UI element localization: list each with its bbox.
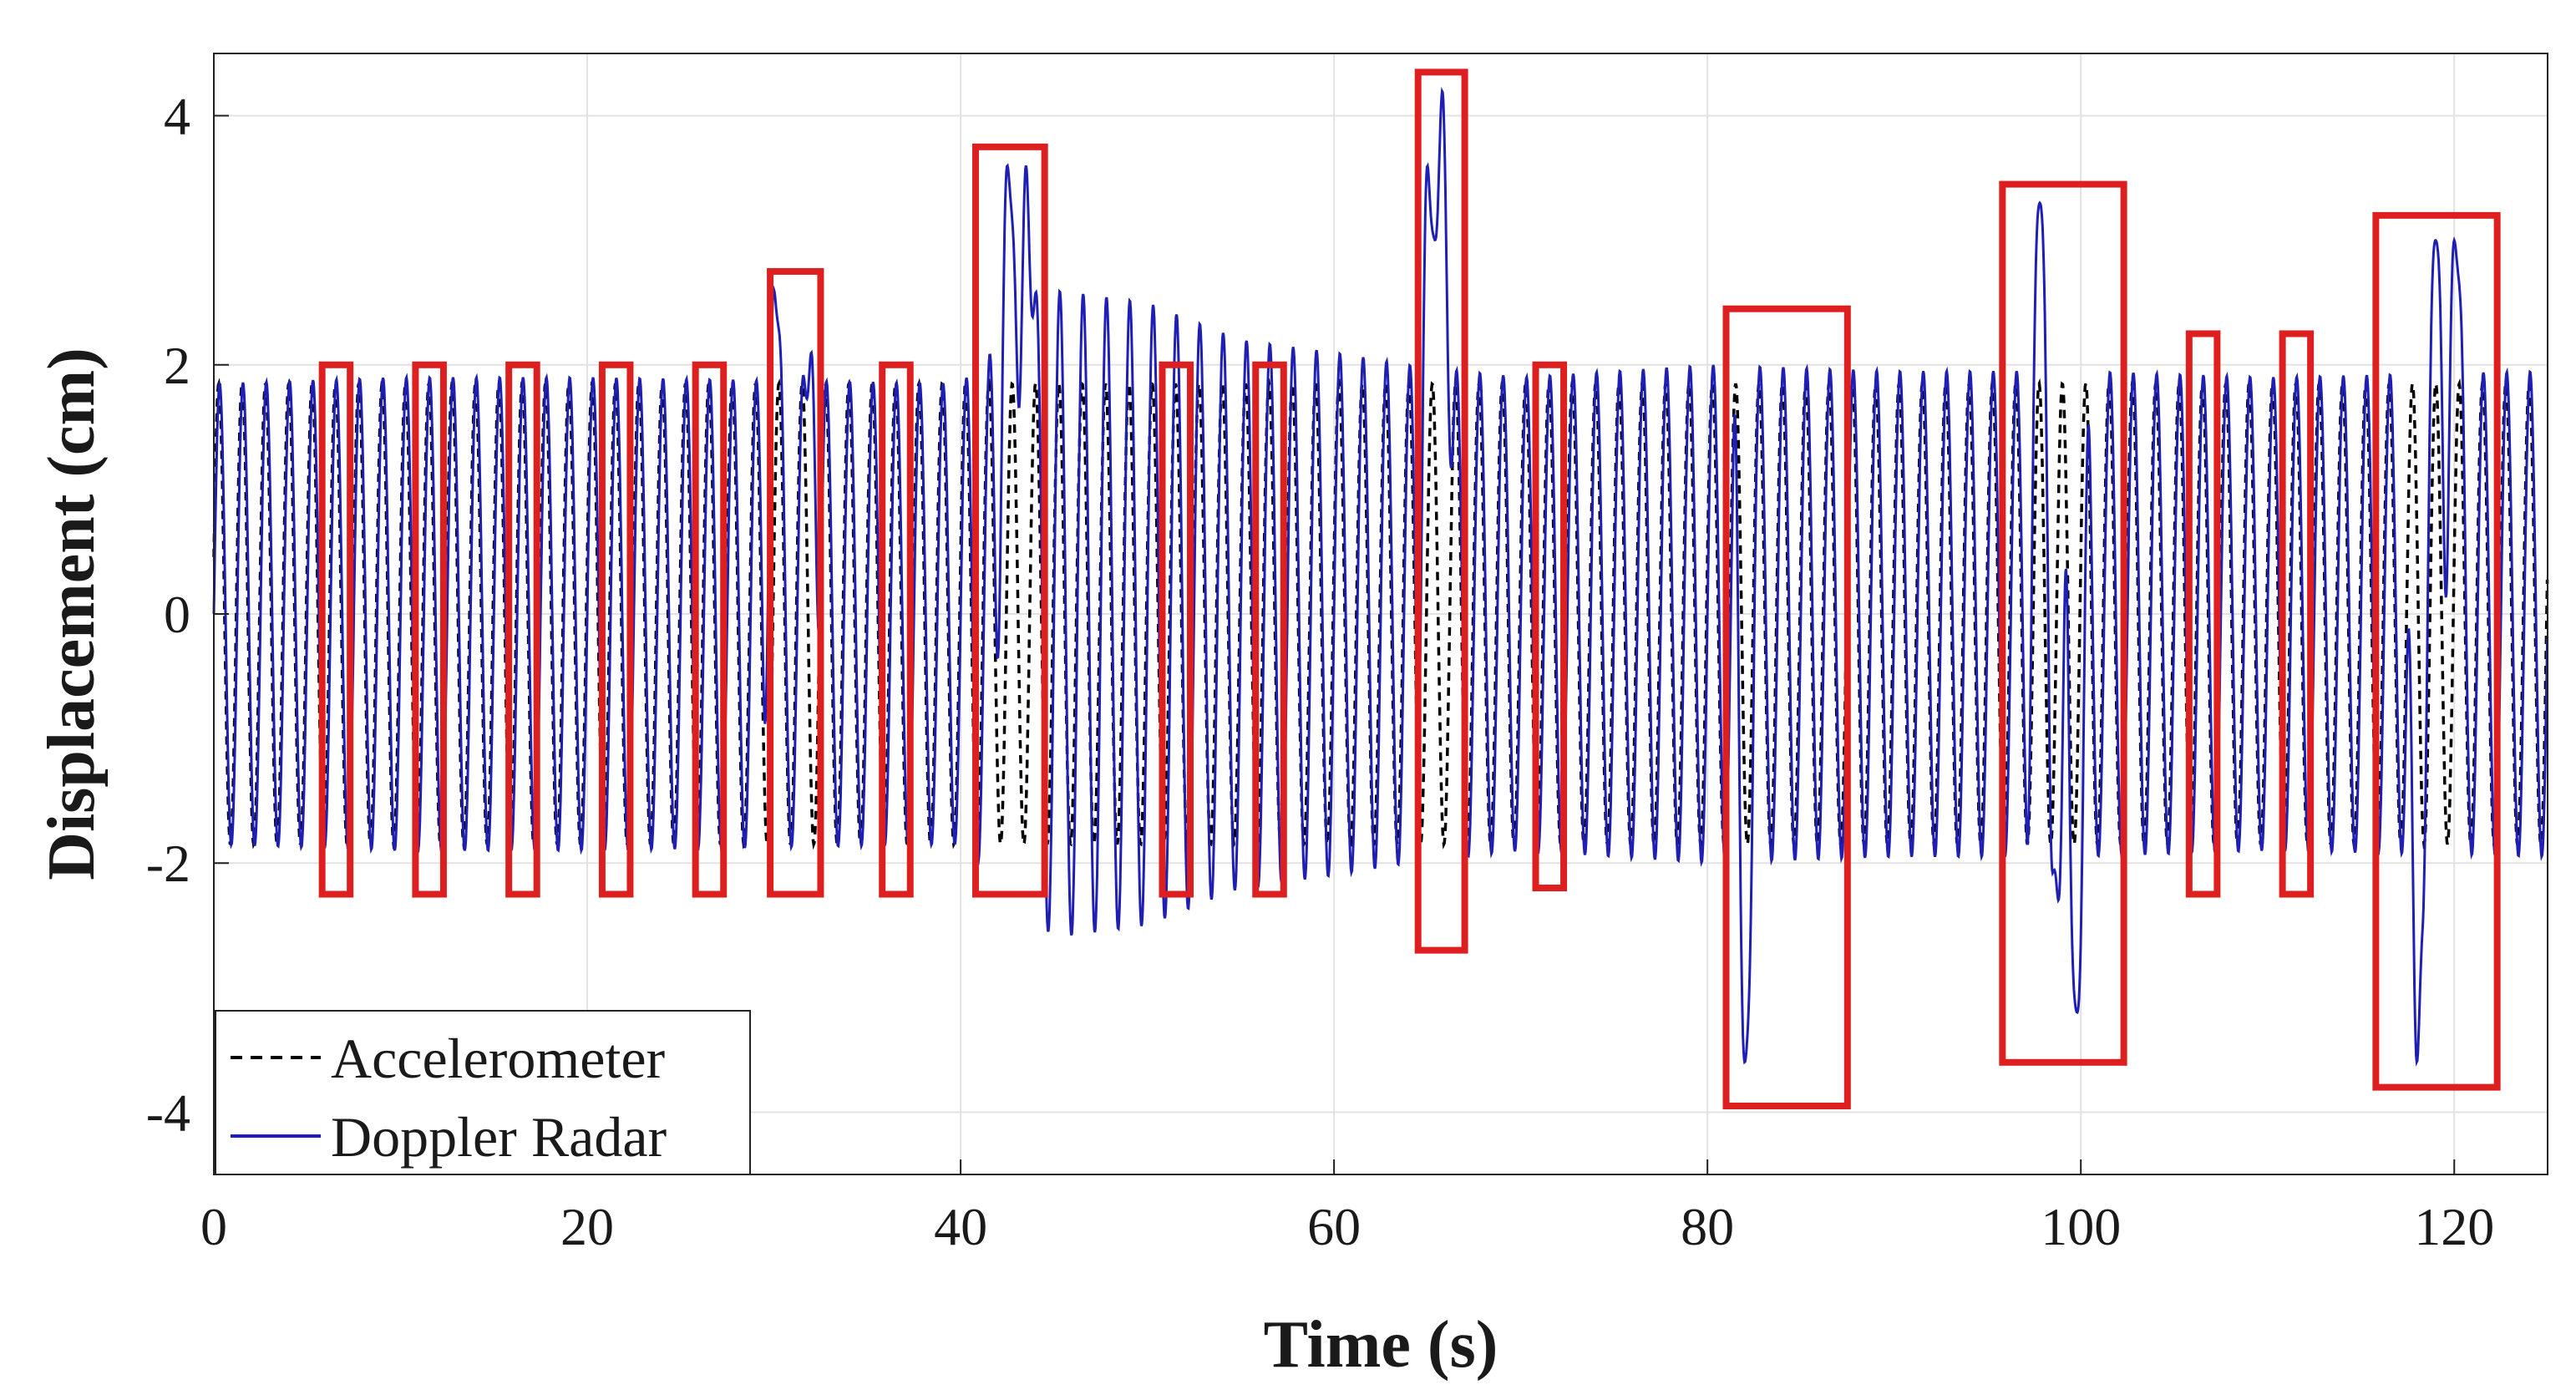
legend-label-doppler-radar: Doppler Radar — [331, 1105, 667, 1169]
highlight-box — [971, 143, 1048, 898]
highlight-box — [1999, 180, 2127, 1066]
highlight-box — [1414, 68, 1468, 954]
highlight-box — [2279, 330, 2315, 898]
highlight-boxes — [318, 68, 2501, 1109]
axis-ticks: 0 20 40 60 80 100 120 -4 -2 0 2 4 — [146, 87, 2495, 1256]
highlight-box — [598, 361, 634, 898]
highlight-box — [505, 361, 540, 898]
x-tick-label: 20 — [560, 1197, 614, 1256]
y-axis-label: Displacement (cm) — [35, 347, 109, 880]
y-tick-label: -4 — [146, 1083, 190, 1142]
x-axis-label: Time (s) — [1264, 1308, 1498, 1382]
x-tick-label: 0 — [200, 1197, 227, 1256]
y-tick-label: -2 — [146, 834, 190, 893]
y-tick-label: 2 — [164, 336, 190, 395]
highlight-box — [412, 361, 447, 898]
highlight-box — [879, 361, 914, 898]
x-tick-label: 60 — [1307, 1197, 1361, 1256]
highlight-box — [1722, 305, 1851, 1109]
highlight-box — [1252, 361, 1287, 898]
y-tick-label: 0 — [164, 585, 190, 644]
x-tick-label: 100 — [2041, 1197, 2121, 1256]
legend: Accelerometer Doppler Radar — [215, 1010, 751, 1175]
highlight-box — [692, 361, 728, 898]
highlight-box — [767, 267, 824, 898]
x-tick-label: 120 — [2414, 1197, 2494, 1256]
legend-box — [215, 1010, 751, 1175]
y-tick-label: 4 — [164, 87, 190, 146]
legend-label-accelerometer: Accelerometer — [331, 1027, 666, 1090]
highlight-box — [2185, 330, 2221, 898]
highlight-box — [2372, 211, 2501, 1091]
highlight-box — [1159, 361, 1194, 898]
x-tick-label: 80 — [1681, 1197, 1734, 1256]
highlight-box — [318, 361, 354, 898]
x-tick-label: 40 — [934, 1197, 987, 1256]
highlight-box — [1532, 361, 1568, 892]
